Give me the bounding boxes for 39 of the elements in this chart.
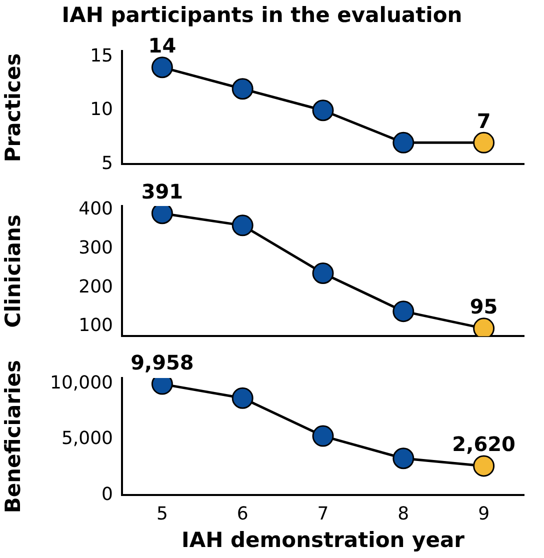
y-tick-label: 0 [102,484,113,505]
point [232,387,254,409]
point [151,56,173,78]
y-axis-title: Practices [1,53,26,162]
y-tick-label: 400 [78,198,113,220]
x-tick-label: 8 [398,504,410,525]
data-label: 391 [141,180,184,204]
x-tick-label: 5 [156,504,168,525]
y-tick-label: 15 [90,45,113,66]
x-tick-label: 9 [478,504,490,525]
y-tick-label: 5,000 [61,428,113,450]
point [312,425,334,447]
y-tick-label: 5 [102,152,113,174]
point [473,455,495,477]
y-tick-label: 300 [78,237,113,258]
data-label: 95 [470,294,498,319]
point [473,132,495,154]
y-tick-label: 100 [78,315,113,336]
chart-title: IAH participants in the evaluation [62,3,462,28]
point [312,100,334,122]
point [392,300,414,322]
point [392,132,414,154]
data-label: 2,620 [452,432,516,456]
y-axis-title: Clinicians [1,214,26,328]
x-axis-title: IAH demonstration year [182,528,466,552]
y-tick-label: 10 [90,99,113,120]
y-tick-label: 200 [78,276,113,298]
point [473,318,495,336]
data-label: 7 [476,108,491,133]
y-axis-title: Beneficiaries [1,360,26,514]
data-label: 9,958 [130,350,194,374]
x-tick-label: 7 [317,504,329,525]
y-tick-label: 10,000 [50,372,113,394]
x-tick-label: 6 [236,504,248,525]
point [392,448,414,470]
point [232,78,254,100]
point [232,214,254,236]
data-label: 14 [148,34,176,58]
point [312,262,334,284]
